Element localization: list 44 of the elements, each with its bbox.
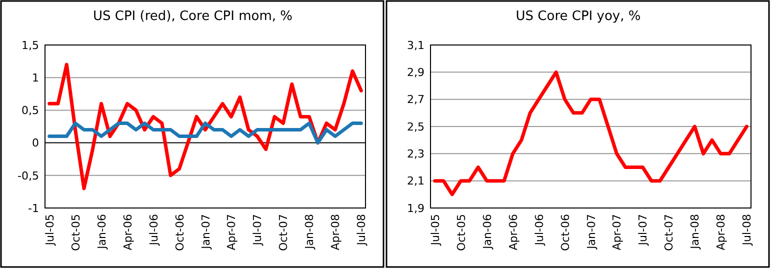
line-series <box>48 121 363 145</box>
x-tick-label: Oct-05 <box>69 214 82 251</box>
y-tick-label: 0 <box>32 136 39 150</box>
x-tick-label: Jul-06 <box>532 214 546 246</box>
x-tick-label: Jan-08 <box>688 214 702 250</box>
x-tick-label: Apr-08 <box>329 214 342 250</box>
x-tick-label: Jul-07 <box>251 214 264 246</box>
x-tick-label: Oct-07 <box>277 214 290 251</box>
y-tick-label: 1 <box>32 71 39 84</box>
x-tick-label: Jan-07 <box>584 214 598 250</box>
x-tick-label: Jan-07 <box>199 214 212 250</box>
y-tick-label: 2,7 <box>407 93 424 106</box>
x-tick-label: Apr-06 <box>506 214 520 250</box>
x-tick-label: Jan-08 <box>303 214 316 250</box>
x-tick-label: Apr-08 <box>714 214 728 250</box>
line-series <box>433 70 748 196</box>
x-tick-label: Jul-05 <box>428 214 442 246</box>
x-tick-label: Apr-06 <box>121 214 134 250</box>
y-tick-label: 2,1 <box>407 174 424 188</box>
x-tick-label: Jul-06 <box>147 214 160 246</box>
x-tick-label: Jul-05 <box>43 214 56 246</box>
x-tick-label: Oct-05 <box>454 214 468 251</box>
y-tick-label: -0,5 <box>18 169 39 182</box>
y-tick-label: 1,5 <box>22 38 39 52</box>
x-tick-label: Oct-07 <box>662 214 676 251</box>
y-tick-label: 3,1 <box>407 38 424 52</box>
y-tick-label: 0,5 <box>22 104 39 118</box>
x-tick-label: Jul-08 <box>740 214 754 246</box>
x-tick-label: Apr-07 <box>225 214 238 250</box>
chart-title: US CPI (red), Core CPI mom, % <box>92 9 293 24</box>
x-tick-label: Jul-08 <box>355 214 368 246</box>
x-tick-label: Jan-06 <box>95 214 108 250</box>
x-tick-label: Oct-06 <box>173 214 186 251</box>
y-tick-label: -1 <box>28 202 39 215</box>
y-tick-label: 2,3 <box>407 148 424 161</box>
y-tick-label: 2,9 <box>407 66 424 80</box>
x-tick-label: Jan-06 <box>480 214 494 250</box>
x-tick-label: Apr-07 <box>610 214 624 250</box>
x-tick-label: Oct-06 <box>558 214 572 251</box>
line-series <box>48 62 363 190</box>
y-tick-label: 2,5 <box>407 120 424 134</box>
y-tick-label: 1,9 <box>407 202 424 215</box>
x-tick-label: Jul-07 <box>636 214 650 246</box>
chart-title: US Core CPI yoy, % <box>516 9 641 24</box>
